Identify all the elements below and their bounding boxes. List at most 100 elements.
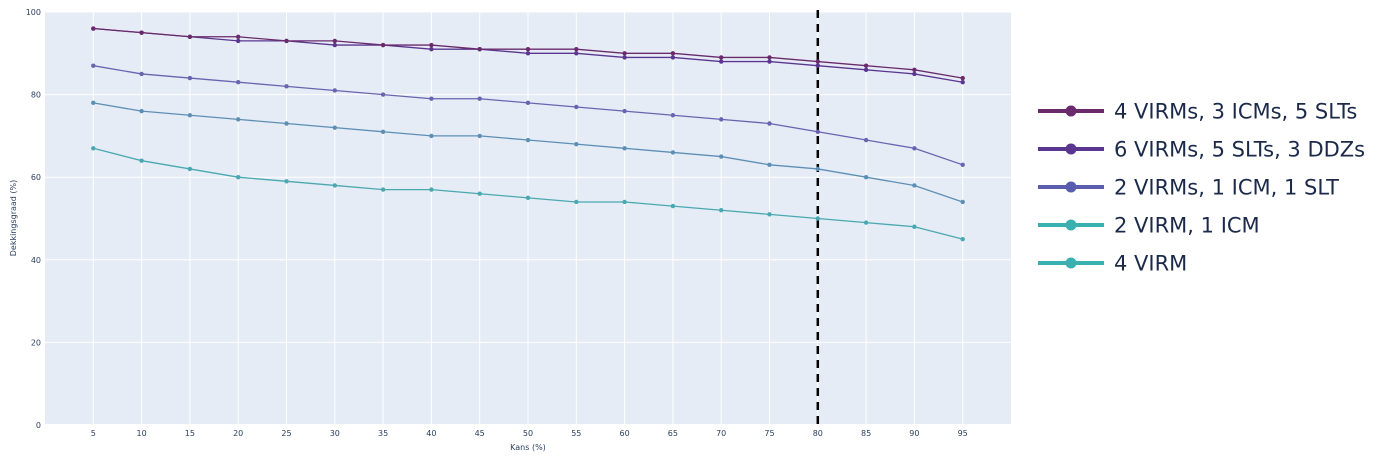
data-point — [622, 199, 627, 205]
series-3 — [91, 63, 965, 168]
data-point — [912, 71, 917, 77]
data-point — [187, 75, 193, 81]
data-point — [477, 46, 482, 52]
legend-item: 2 VIRMs, 1 ICM, 1 SLT — [1038, 176, 1339, 200]
data-point — [187, 113, 193, 118]
data-point — [670, 51, 676, 56]
data-point — [622, 108, 627, 114]
data-point — [815, 129, 820, 134]
legend-label: 2 VIRMs, 1 ICM, 1 SLT — [1114, 176, 1339, 200]
y-axis-title: Dekkingsgraad (%) — [9, 180, 18, 257]
data-point — [380, 92, 386, 97]
x-tick-label: 90 — [909, 429, 919, 438]
data-point — [622, 55, 627, 60]
data-point — [863, 63, 869, 68]
x-tick-label: 10 — [137, 429, 147, 438]
data-point — [719, 59, 724, 64]
data-point — [525, 51, 531, 56]
data-point — [719, 55, 724, 60]
y-tick-label: 60 — [31, 173, 41, 182]
x-tick-labels: 5 10 15 20 25 30 35 40 45 50 55 60 65 70 75 80 85 90 95 — [91, 429, 968, 438]
data-point — [139, 71, 144, 77]
data-point — [284, 84, 289, 89]
data-point — [767, 162, 772, 168]
data-point — [332, 183, 337, 188]
x-axis-title: Kans (%) — [510, 443, 546, 452]
x-tick-label: 5 — [91, 429, 96, 438]
data-point — [91, 26, 96, 31]
data-point — [767, 212, 772, 217]
x-tick-label: 85 — [861, 429, 871, 438]
x-tick-label: 15 — [185, 429, 195, 438]
x-tick-label: 45 — [475, 429, 485, 438]
data-point — [767, 59, 772, 64]
data-point — [525, 137, 531, 143]
data-point — [236, 80, 241, 85]
series-5 — [91, 146, 965, 242]
data-point — [139, 30, 144, 35]
data-point — [863, 220, 869, 225]
y-tick-labels: 0 20 40 60 80 100 — [26, 8, 41, 430]
data-point — [477, 191, 482, 196]
x-tick-label: 95 — [958, 429, 968, 438]
data-point — [236, 117, 241, 122]
data-point — [960, 75, 965, 81]
data-point — [525, 195, 531, 201]
data-point — [574, 199, 579, 205]
data-point — [332, 38, 337, 44]
y-tick-label: 80 — [31, 91, 41, 100]
data-point — [767, 121, 772, 126]
data-point — [767, 55, 772, 60]
data-point — [815, 166, 820, 172]
data-point — [863, 137, 869, 143]
data-point — [960, 199, 965, 205]
data-point — [670, 203, 676, 209]
data-point — [477, 96, 482, 101]
data-point — [332, 42, 337, 48]
data-point — [912, 224, 917, 229]
data-point — [284, 121, 289, 126]
data-point — [525, 46, 531, 52]
data-point — [429, 46, 434, 52]
data-point — [91, 100, 96, 106]
data-point — [863, 175, 869, 180]
data-point — [719, 154, 724, 159]
x-tick-label: 25 — [281, 429, 291, 438]
legend-swatch-marker — [1065, 143, 1077, 155]
data-point — [863, 67, 869, 73]
series-4 — [91, 100, 965, 205]
data-point — [622, 51, 627, 56]
data-point — [960, 236, 965, 242]
data-point — [960, 162, 965, 168]
data-point — [815, 63, 820, 68]
data-point — [574, 46, 579, 52]
data-point — [284, 179, 289, 184]
x-tick-label: 60 — [620, 429, 630, 438]
y-tick-label: 100 — [26, 8, 41, 17]
data-point — [670, 150, 676, 155]
data-point — [332, 125, 337, 130]
data-point — [912, 67, 917, 73]
data-point — [429, 42, 434, 48]
legend-swatch-marker — [1065, 219, 1077, 231]
data-point — [670, 55, 676, 60]
data-point — [960, 80, 965, 85]
data-point — [429, 133, 434, 139]
data-point — [912, 146, 917, 151]
data-point — [284, 38, 289, 44]
data-point — [429, 187, 434, 192]
data-point — [91, 63, 96, 68]
x-tick-label: 55 — [571, 429, 581, 438]
data-point — [139, 158, 144, 163]
data-point — [187, 34, 193, 39]
data-point — [574, 51, 579, 56]
y-tick-label: 20 — [31, 338, 41, 347]
data-point — [139, 108, 144, 114]
x-tick-label: 35 — [378, 429, 388, 438]
series-lines — [91, 26, 965, 242]
x-tick-label: 20 — [233, 429, 243, 438]
legend-swatch-marker — [1065, 257, 1077, 269]
series-1 — [91, 26, 965, 81]
data-point — [574, 104, 579, 110]
